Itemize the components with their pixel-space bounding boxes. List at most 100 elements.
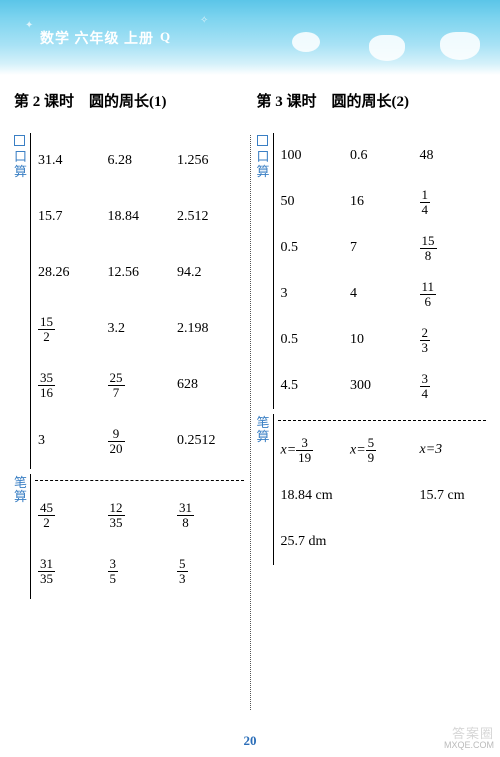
kousuan-label: 口算	[14, 133, 30, 469]
cloud-icon	[440, 32, 480, 60]
data-cell: 452	[35, 501, 105, 529]
data-cell: 94.2	[174, 265, 244, 281]
star-icon: ✧	[200, 15, 208, 26]
data-row: 15.718.842.512	[35, 189, 244, 245]
kousuan-section-right: 口算 1000.6485016140.57158341160.510234.53…	[257, 133, 487, 409]
data-cell: 16	[347, 194, 417, 210]
data-cell: 3135	[35, 557, 105, 585]
kousuan-body-left: 31.46.281.25615.718.842.51228.2612.5694.…	[30, 133, 244, 469]
data-row: 18.84 cm 15.7 cm	[278, 473, 487, 519]
data-cell: 3516	[35, 371, 105, 399]
data-cell: 0.5	[278, 240, 348, 256]
data-cell: 3.2	[105, 321, 175, 337]
data-cell: 6.28	[105, 153, 175, 169]
section-divider	[278, 420, 487, 421]
left-column: 第 2 课时 圆的周长(1) 口算 31.46.281.25615.718.84…	[8, 90, 250, 720]
data-cell: 23	[417, 326, 487, 354]
kousuan-section-left: 口算 31.46.281.25615.718.842.51228.2612.56…	[14, 133, 244, 469]
data-cell: x=59	[347, 436, 417, 464]
page-header: ✦ ✧ 数学 六年级 上册 Q	[0, 0, 500, 75]
page-number: 20	[0, 733, 500, 749]
data-cell: 318	[174, 501, 244, 529]
section-divider	[35, 480, 244, 481]
data-cell: 152	[35, 315, 105, 343]
bisuan-section-left: 笔算 452123531831353553	[14, 474, 244, 599]
data-cell: 2.512	[174, 209, 244, 225]
data-cell: 28.26	[35, 265, 105, 281]
bisuan-body-right: x=319x=59x=3 18.84 cm 15.7 cm 25.7 dm	[273, 414, 487, 565]
bisuan-label: 笔算	[257, 414, 273, 565]
data-row: 25.7 dm	[278, 519, 487, 565]
data-cell: 34	[417, 372, 487, 400]
kousuan-text: 口算	[14, 149, 27, 178]
watermark: 答案圈 MXQE.COM	[444, 727, 494, 751]
data-row: 0.51023	[278, 317, 487, 363]
data-row: 501614	[278, 179, 487, 225]
bisuan-text: 笔算	[14, 475, 27, 504]
bisuan-text: 笔算	[257, 415, 270, 444]
data-cell: 31.4	[35, 153, 105, 169]
data-cell: 100	[278, 148, 348, 164]
box-icon	[14, 135, 25, 146]
data-cell: 4	[347, 286, 417, 302]
star-icon: ✦	[25, 20, 33, 31]
data-cell: 1235	[105, 501, 175, 529]
data-cell: 0.5	[278, 332, 348, 348]
data-cell: 48	[417, 148, 487, 164]
data-cell: 15.7 cm	[417, 488, 487, 504]
data-row: 1000.648	[278, 133, 487, 179]
bisuan-label: 笔算	[14, 474, 30, 599]
cloud-icon	[369, 35, 405, 61]
data-cell: 25.7 dm	[278, 534, 348, 550]
data-cell: 116	[417, 280, 487, 308]
data-row: 0.57158	[278, 225, 487, 271]
data-row: 1523.22.198	[35, 301, 244, 357]
kousuan-text: 口算	[257, 149, 270, 178]
data-row: 34116	[278, 271, 487, 317]
data-row: 28.2612.5694.2	[35, 245, 244, 301]
data-cell: 920	[105, 427, 175, 455]
lesson-title-right: 第 3 课时 圆的周长(2)	[257, 90, 487, 111]
data-cell: 1.256	[174, 153, 244, 169]
watermark-line1: 答案圈	[444, 727, 494, 741]
data-cell: 15.7	[35, 209, 105, 225]
data-cell: x=3	[417, 442, 487, 458]
data-row: 3516257628	[35, 357, 244, 413]
data-cell: 12.56	[105, 265, 175, 281]
data-cell: 18.84 cm	[278, 488, 348, 504]
data-row: x=319x=59x=3	[278, 427, 487, 473]
data-cell: 3	[35, 433, 105, 449]
data-cell: x=319	[278, 436, 348, 464]
bisuan-section-right: 笔算 x=319x=59x=3 18.84 cm 15.7 cm 25.7 dm	[257, 414, 487, 565]
content-area: 第 2 课时 圆的周长(1) 口算 31.46.281.25615.718.84…	[0, 75, 500, 720]
box-icon	[257, 135, 268, 146]
kousuan-body-right: 1000.6485016140.57158341160.510234.53003…	[273, 133, 487, 409]
data-cell: 158	[417, 234, 487, 262]
data-cell: 50	[278, 194, 348, 210]
data-row: 4.530034	[278, 363, 487, 409]
kousuan-label: 口算	[257, 133, 273, 409]
data-row: 31353553	[35, 543, 244, 599]
data-cell: 18.84	[105, 209, 175, 225]
right-column: 第 3 课时 圆的周长(2) 口算 1000.6485016140.571583…	[251, 90, 493, 720]
cloud-icon	[292, 32, 320, 52]
data-cell: 0.2512	[174, 433, 244, 449]
data-row: 4521235318	[35, 487, 244, 543]
data-cell: 300	[347, 378, 417, 394]
data-cell: 3	[278, 286, 348, 302]
data-cell: 2.198	[174, 321, 244, 337]
data-row: 39200.2512	[35, 413, 244, 469]
data-cell: 53	[174, 557, 244, 585]
data-cell: 10	[347, 332, 417, 348]
header-title: 数学 六年级 上册	[40, 32, 154, 47]
data-cell: 14	[417, 188, 487, 216]
header-badge: Q	[160, 29, 170, 45]
data-cell: 35	[105, 557, 175, 585]
data-cell: 257	[105, 371, 175, 399]
data-row: 31.46.281.256	[35, 133, 244, 189]
watermark-line2: MXQE.COM	[444, 741, 494, 751]
data-cell: 628	[174, 377, 244, 393]
data-cell: 4.5	[278, 378, 348, 394]
data-cell: 0.6	[347, 148, 417, 164]
data-cell: 7	[347, 240, 417, 256]
